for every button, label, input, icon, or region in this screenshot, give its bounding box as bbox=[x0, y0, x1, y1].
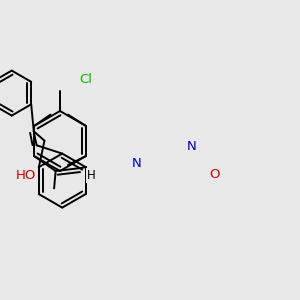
Text: N: N bbox=[132, 157, 141, 170]
Text: H: H bbox=[87, 169, 96, 182]
Text: HO: HO bbox=[15, 169, 36, 182]
Text: Cl: Cl bbox=[79, 73, 92, 86]
Text: O: O bbox=[209, 167, 220, 181]
Text: N: N bbox=[187, 140, 197, 154]
